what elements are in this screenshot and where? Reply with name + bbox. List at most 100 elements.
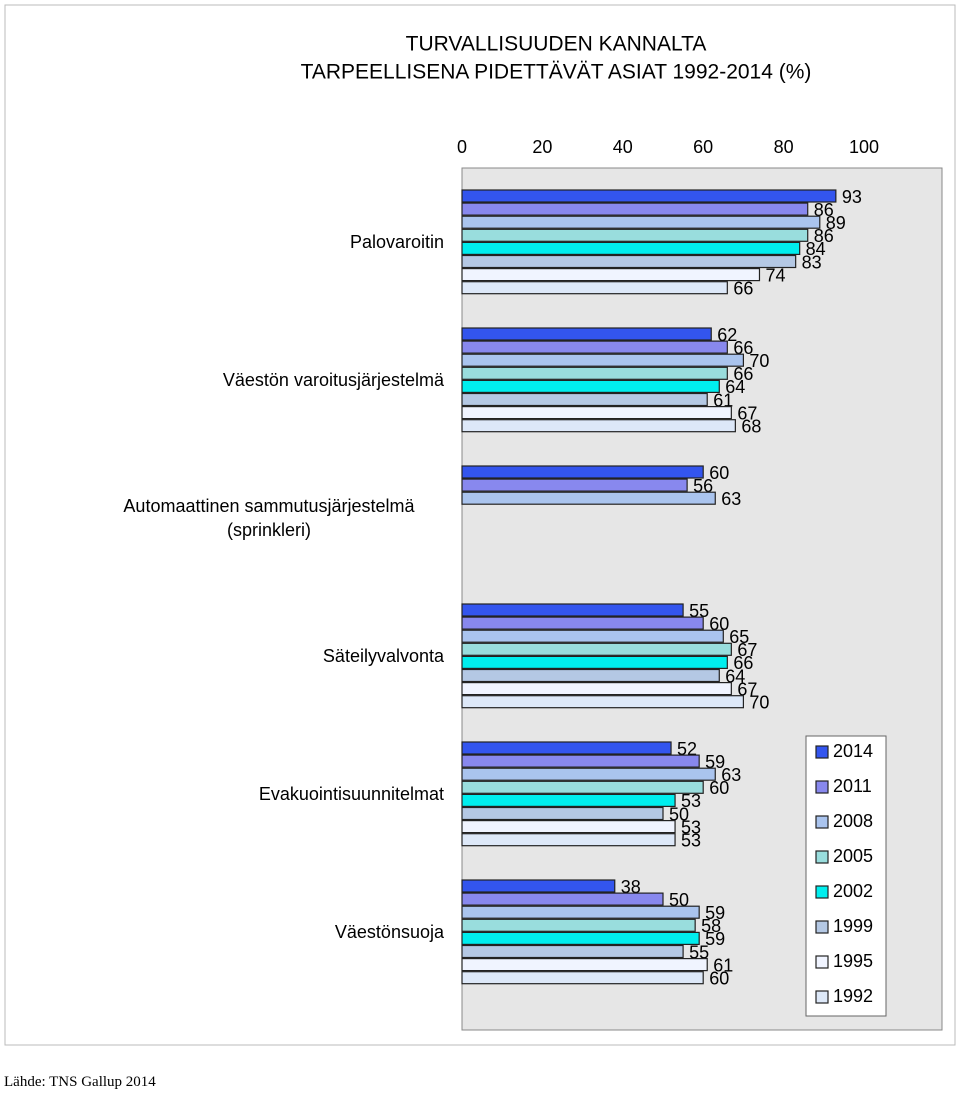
bar [461, 465, 704, 479]
data-label: 60 [709, 968, 729, 988]
legend-swatch [815, 990, 829, 1004]
legend-swatch [815, 955, 829, 969]
category-label: Väestönsuoja [334, 922, 444, 942]
bar [461, 379, 720, 393]
bar [461, 603, 684, 617]
data-label: 67 [737, 403, 757, 423]
bar [461, 695, 744, 709]
legend-label: 2011 [833, 776, 872, 796]
legend-label: 2008 [833, 811, 873, 831]
chart-title: TARPEELLISENA PIDETTÄVÄT ASIAT 1992-2014… [301, 61, 812, 84]
legend-label: 2005 [833, 846, 873, 866]
data-label: 38 [621, 877, 641, 897]
bar [461, 215, 821, 229]
legend-swatch [815, 885, 829, 899]
bar [461, 754, 700, 768]
data-label: 55 [689, 601, 709, 621]
bar [461, 944, 684, 959]
bar [461, 366, 728, 380]
bar [461, 254, 797, 269]
bar [461, 340, 728, 354]
bar [461, 918, 696, 932]
data-label: 58 [701, 916, 721, 936]
data-label: 67 [737, 679, 757, 699]
bar [461, 780, 704, 794]
legend-swatch [815, 920, 829, 934]
data-label: 74 [765, 265, 785, 285]
data-label: 60 [709, 778, 729, 798]
data-label: 86 [814, 226, 834, 246]
bar [461, 228, 809, 242]
bar [461, 629, 724, 643]
bar [461, 478, 688, 492]
bar [461, 655, 728, 670]
data-label: 63 [721, 765, 741, 785]
legend-swatch [815, 850, 829, 864]
category-label: Automaattinen sammutusjärjestelmä (sprin… [123, 496, 415, 540]
bar [461, 189, 837, 203]
x-tick-label: 0 [457, 137, 467, 157]
legend-label: 1992 [833, 986, 873, 1006]
data-label: 62 [717, 325, 737, 345]
legend-label: 2002 [833, 881, 873, 901]
bar [461, 819, 676, 834]
legend-label: 1999 [833, 916, 873, 936]
bar [461, 879, 616, 893]
data-label: 53 [681, 830, 701, 850]
legend-label: 2014 [833, 741, 873, 761]
data-label: 63 [721, 489, 741, 509]
data-label: 55 [689, 942, 709, 962]
bar [461, 681, 732, 696]
bar [461, 327, 712, 341]
data-label: 66 [733, 364, 753, 384]
legend-swatch [815, 780, 829, 794]
data-label: 60 [709, 463, 729, 483]
data-label: 64 [725, 666, 745, 686]
legend-swatch [815, 745, 829, 759]
bar [461, 806, 664, 821]
bar [461, 392, 708, 407]
data-label: 50 [669, 804, 689, 824]
bar [461, 616, 704, 630]
bar [461, 642, 732, 656]
bar [461, 793, 676, 808]
x-tick-label: 60 [693, 137, 713, 157]
data-label: 59 [705, 929, 725, 949]
data-label: 59 [705, 752, 725, 772]
x-tick-label: 80 [774, 137, 794, 157]
bar [461, 892, 664, 906]
bar [461, 668, 720, 683]
data-label: 60 [709, 614, 729, 634]
data-label: 86 [814, 200, 834, 220]
bar [461, 241, 801, 255]
data-label: 61 [713, 390, 733, 410]
bar [461, 202, 809, 216]
bar [461, 281, 728, 295]
x-tick-label: 40 [613, 137, 633, 157]
bar [461, 971, 704, 985]
data-label: 56 [693, 476, 713, 496]
bar [461, 491, 716, 505]
category-label: Säteilyvalvonta [322, 646, 444, 666]
bar [461, 833, 676, 847]
data-label: 65 [729, 627, 749, 647]
chart-title: TURVALLISUUDEN KANNALTA [406, 33, 707, 56]
data-label: 89 [826, 213, 846, 233]
data-label: 83 [802, 252, 822, 272]
data-label: 67 [737, 640, 757, 660]
x-tick-label: 20 [532, 137, 552, 157]
bar [461, 741, 672, 755]
data-label: 50 [669, 890, 689, 910]
bar [461, 268, 761, 282]
data-label: 59 [705, 903, 725, 923]
category-label: Evakuointisuunnitelmat [258, 784, 444, 804]
data-label: 84 [806, 239, 826, 259]
bar [461, 419, 736, 433]
data-label: 52 [677, 739, 697, 759]
data-label: 66 [733, 653, 753, 673]
legend-label: 1995 [833, 951, 873, 971]
data-label: 53 [681, 817, 701, 837]
category-label: Palovaroitin [349, 232, 444, 252]
